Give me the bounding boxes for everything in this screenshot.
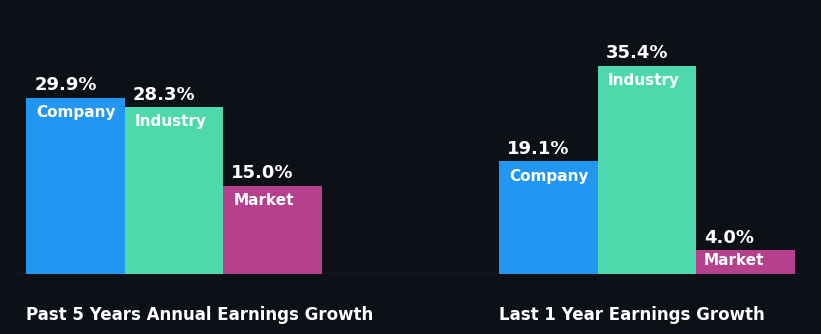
Text: Company: Company (509, 169, 589, 184)
Text: Industry: Industry (135, 115, 207, 129)
Bar (125, 107, 223, 274)
Text: Past 5 Years Annual Earnings Growth: Past 5 Years Annual Earnings Growth (26, 306, 374, 324)
Bar (499, 161, 598, 274)
Text: 4.0%: 4.0% (704, 229, 754, 247)
Text: Market: Market (704, 253, 764, 268)
Text: Market: Market (233, 193, 294, 208)
Bar (598, 65, 696, 274)
Text: Last 1 Year Earnings Growth: Last 1 Year Earnings Growth (499, 306, 765, 324)
Bar (696, 250, 795, 274)
Text: 15.0%: 15.0% (232, 164, 294, 182)
Bar (223, 186, 322, 274)
Text: 35.4%: 35.4% (606, 44, 668, 62)
Text: 19.1%: 19.1% (507, 140, 570, 158)
Bar (26, 98, 125, 274)
Text: 29.9%: 29.9% (34, 76, 97, 95)
Text: 28.3%: 28.3% (133, 86, 195, 104)
Text: Company: Company (36, 105, 116, 120)
Text: Industry: Industry (608, 72, 680, 88)
